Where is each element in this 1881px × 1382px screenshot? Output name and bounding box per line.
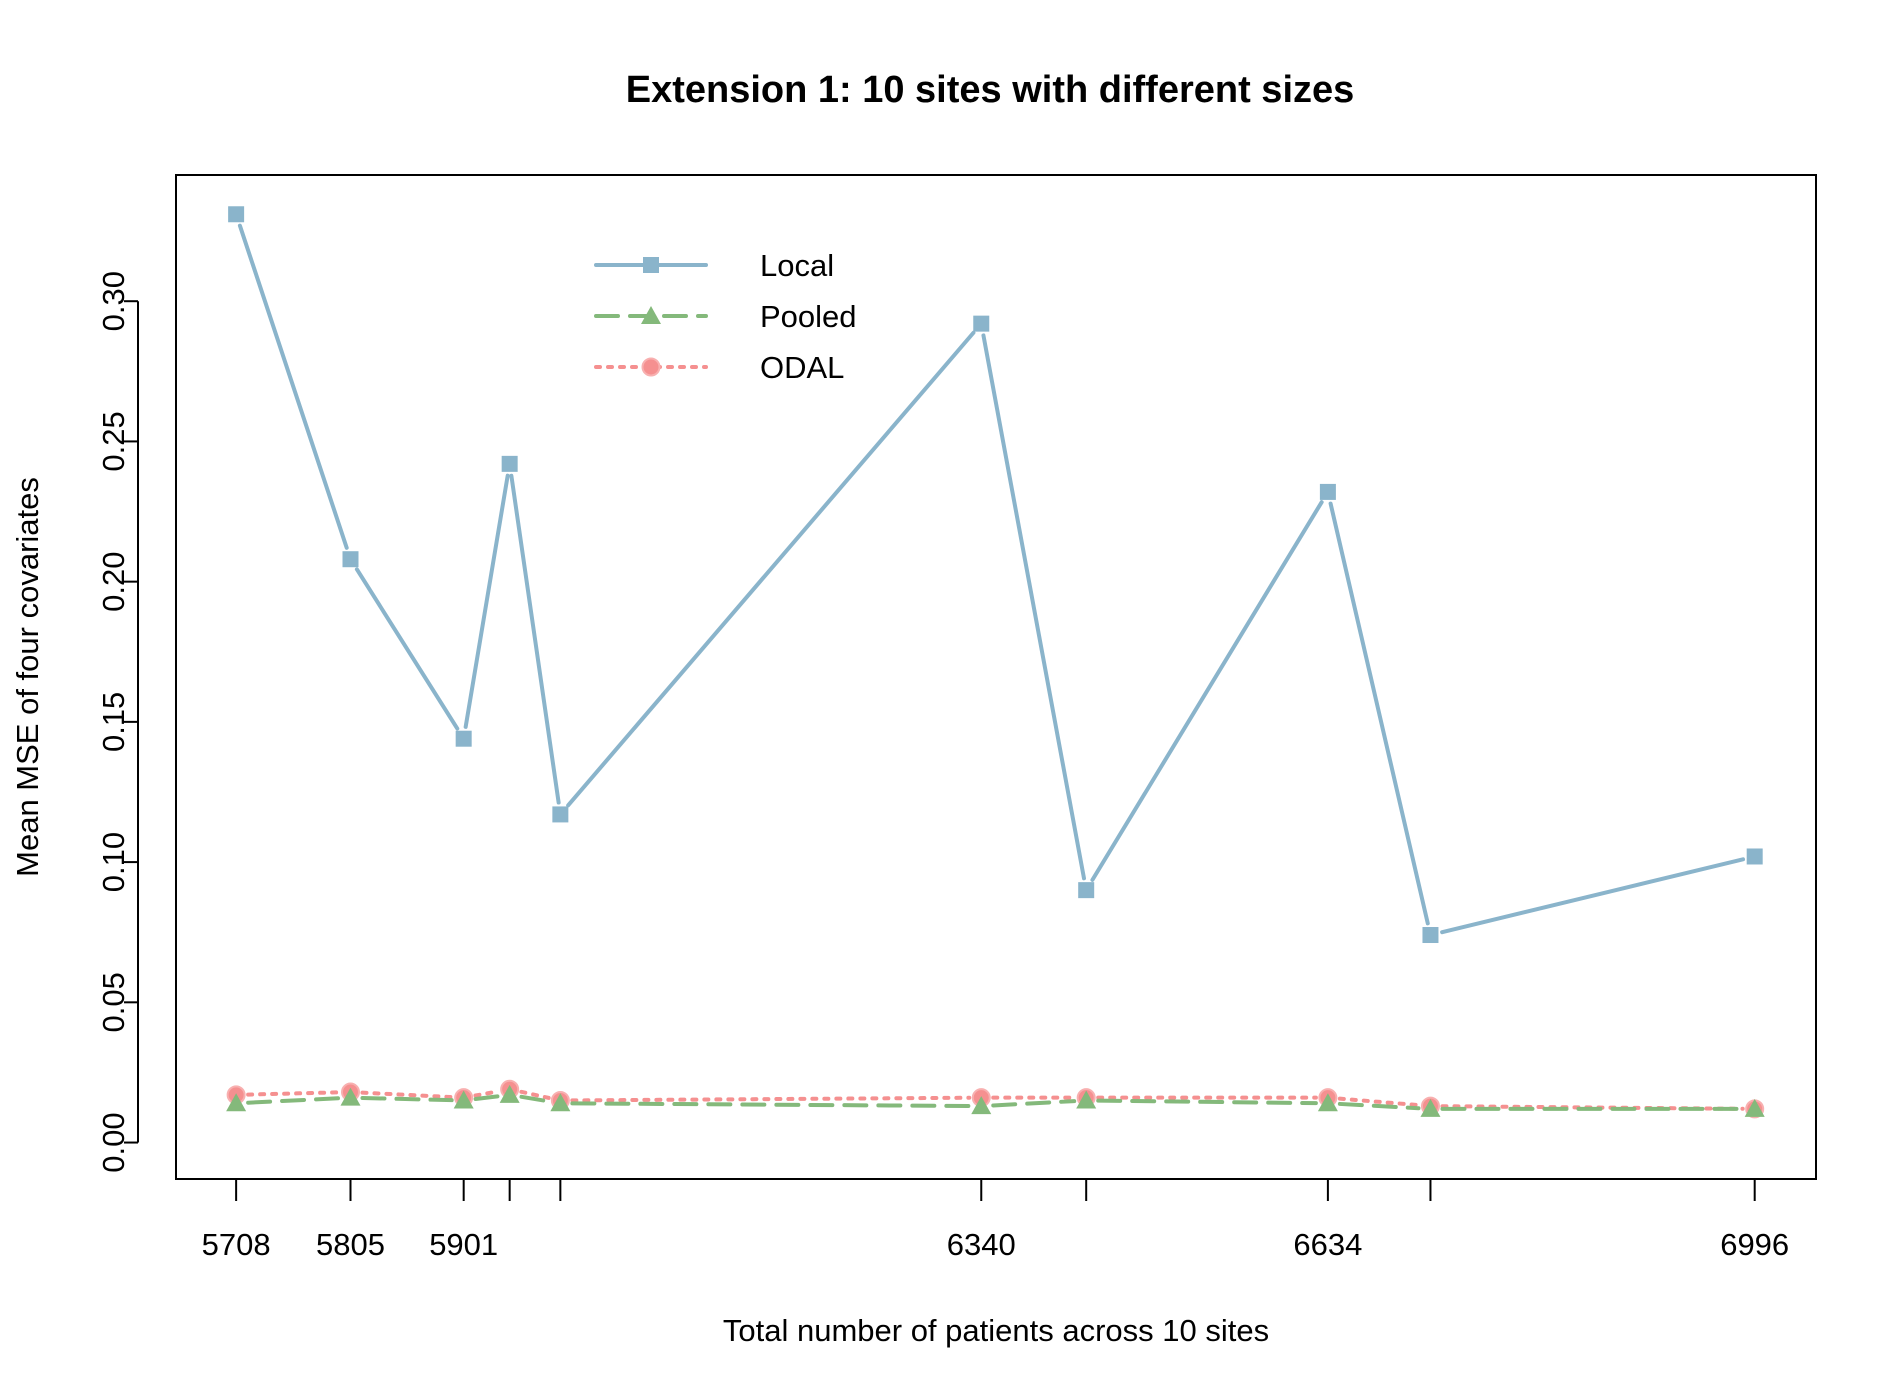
local-point-4 bbox=[501, 455, 518, 472]
pooled-point-5 bbox=[550, 1093, 571, 1112]
pooled-line-segment-2 bbox=[360, 1095, 454, 1103]
y-axis-label: Mean MSE of four covariates bbox=[10, 477, 45, 877]
y-tick-label-0-05: 0.05 bbox=[96, 972, 131, 1032]
legend-swatch-marker-pooled bbox=[641, 306, 661, 324]
pooled-line-segment-8 bbox=[1337, 1101, 1421, 1111]
local-line-segment-2 bbox=[354, 567, 460, 731]
series-odal bbox=[226, 1079, 1765, 1119]
odal-line-segment-1 bbox=[246, 1090, 341, 1097]
pooled-point-2 bbox=[340, 1087, 361, 1106]
pooled-point-6 bbox=[971, 1096, 992, 1115]
local-point-10 bbox=[1746, 848, 1763, 865]
x-axis-label: Total number of patients across 10 sites bbox=[723, 1313, 1269, 1348]
local-point-8 bbox=[1319, 483, 1336, 500]
x-axis: 5708 5805 5901 6340 6634 6996 bbox=[202, 1178, 1789, 1262]
pooled-line-segment-5 bbox=[570, 1101, 972, 1109]
x-tick-label-5708: 5708 bbox=[202, 1227, 271, 1262]
pooled-point-1 bbox=[226, 1093, 247, 1112]
x-tick-label-6996: 6996 bbox=[1720, 1227, 1789, 1262]
legend-label-local: Local bbox=[760, 248, 834, 283]
legend-item-pooled: Pooled bbox=[594, 299, 857, 334]
odal-line-segment-3 bbox=[473, 1089, 500, 1098]
local-point-7 bbox=[1078, 882, 1095, 899]
pooled-line-segment-7 bbox=[1096, 1098, 1318, 1106]
pooled-point-10 bbox=[1744, 1098, 1765, 1117]
y-tick-label-0-25: 0.25 bbox=[96, 411, 131, 471]
local-line-segment-4 bbox=[509, 473, 561, 805]
pooled-point-9 bbox=[1420, 1098, 1441, 1117]
y-tick-label-0-10: 0.10 bbox=[96, 832, 131, 892]
legend-item-local: Local bbox=[594, 248, 834, 283]
y-axis: 0.00 0.05 0.10 0.15 0.20 0.25 0.30 bbox=[96, 271, 139, 1173]
legend-item-odal: ODAL bbox=[594, 350, 844, 385]
legend: Local Pooled ODAL bbox=[594, 248, 857, 385]
y-tick-label-0-30: 0.30 bbox=[96, 271, 131, 331]
odal-line-segment-8 bbox=[1337, 1096, 1421, 1108]
pooled-point-8 bbox=[1317, 1093, 1338, 1112]
odal-line-segment-4 bbox=[519, 1089, 551, 1100]
local-point-1 bbox=[228, 206, 245, 223]
plot-area-frame bbox=[175, 174, 1817, 1180]
pooled-point-3 bbox=[453, 1090, 474, 1109]
pooled-line-segment-4 bbox=[519, 1094, 551, 1104]
series-local bbox=[228, 206, 1763, 944]
local-point-6 bbox=[973, 315, 990, 332]
local-point-9 bbox=[1422, 927, 1439, 944]
legend-swatch-marker-local bbox=[643, 257, 659, 273]
pooled-point-4 bbox=[499, 1084, 520, 1103]
odal-line-segment-5 bbox=[570, 1095, 972, 1103]
x-tick-label-5805: 5805 bbox=[316, 1227, 385, 1262]
series-layer bbox=[226, 206, 1765, 1119]
local-line-segment-3 bbox=[463, 473, 510, 729]
y-tick-label-0-00: 0.00 bbox=[96, 1112, 131, 1172]
odal-line-segment-2 bbox=[360, 1090, 454, 1100]
local-line-segment-8 bbox=[1328, 501, 1430, 926]
local-point-3 bbox=[455, 730, 472, 747]
pooled-line-segment-1 bbox=[246, 1096, 341, 1105]
local-point-5 bbox=[552, 806, 569, 823]
local-point-2 bbox=[342, 551, 359, 568]
x-tick-label-6634: 6634 bbox=[1293, 1227, 1362, 1262]
chart-title: Extension 1: 10 sites with different siz… bbox=[626, 69, 1355, 111]
local-line-segment-6 bbox=[981, 333, 1087, 881]
local-line-segment-5 bbox=[566, 330, 976, 808]
series-pooled bbox=[226, 1084, 1765, 1117]
local-line-segment-7 bbox=[1090, 500, 1324, 882]
pooled-line-segment-3 bbox=[473, 1094, 500, 1102]
local-line-segment-9 bbox=[1440, 857, 1746, 935]
local-line-segment-1 bbox=[237, 223, 349, 550]
y-tick-label-0-15: 0.15 bbox=[96, 692, 131, 752]
x-tick-label-6340: 6340 bbox=[947, 1227, 1016, 1262]
pooled-point-7 bbox=[1076, 1090, 1097, 1109]
pooled-line-segment-6 bbox=[991, 1099, 1077, 1108]
legend-label-pooled: Pooled bbox=[760, 299, 857, 334]
legend-label-odal: ODAL bbox=[760, 350, 844, 385]
legend-swatch-marker-odal bbox=[641, 357, 661, 377]
y-tick-label-0-20: 0.20 bbox=[96, 551, 131, 611]
x-tick-label-5901: 5901 bbox=[429, 1227, 498, 1262]
